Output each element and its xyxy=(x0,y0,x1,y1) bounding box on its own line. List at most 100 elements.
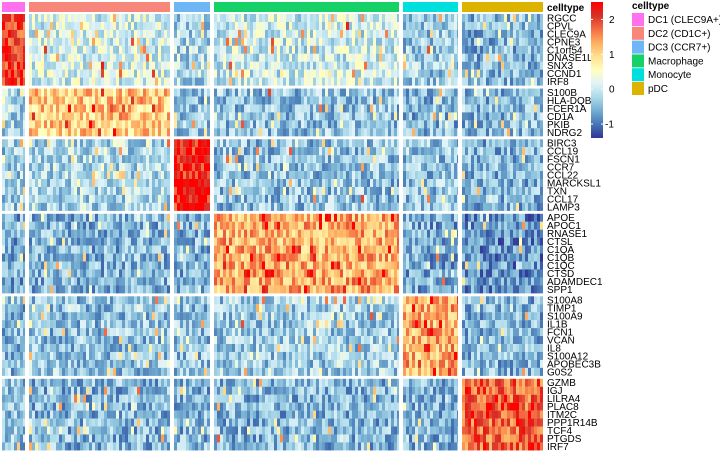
heatmap-cell xyxy=(17,202,20,211)
heatmap-cell xyxy=(519,53,522,62)
heatmap-cell xyxy=(2,61,5,70)
heatmap-cell xyxy=(445,104,448,113)
heatmap-cell xyxy=(217,21,220,30)
heatmap-cell xyxy=(14,128,17,137)
heatmap-cell xyxy=(388,120,391,129)
heatmap-cell xyxy=(319,77,322,86)
heatmap-cell xyxy=(343,14,346,23)
heatmap-cell xyxy=(507,128,510,137)
heatmap-cell xyxy=(355,186,358,195)
heatmap-cell xyxy=(232,163,235,172)
heatmap-cell xyxy=(409,96,412,105)
heatmap-cell xyxy=(89,245,92,254)
heatmap-cell xyxy=(388,128,391,137)
heatmap-cell xyxy=(268,237,271,246)
heatmap-cell xyxy=(540,69,543,78)
heatmap-cell xyxy=(310,221,313,230)
heatmap-cell xyxy=(149,112,152,121)
heatmap-cell xyxy=(307,186,310,195)
heatmap-cell xyxy=(164,179,167,188)
heatmap-cell xyxy=(445,96,448,105)
heatmap-cell xyxy=(519,61,522,70)
heatmap-cell xyxy=(204,213,207,222)
heatmap-cell xyxy=(62,237,65,246)
heatmap-cell xyxy=(445,120,448,129)
heatmap-cell xyxy=(298,237,301,246)
heatmap-cell xyxy=(8,179,11,188)
heatmap-cell xyxy=(268,147,271,156)
heatmap-cell xyxy=(74,14,77,23)
heatmap-cell xyxy=(274,29,277,38)
heatmap-cell xyxy=(415,37,418,46)
heatmap-cell xyxy=(174,179,177,188)
heatmap-cell xyxy=(495,186,498,195)
heatmap-cell xyxy=(195,88,198,97)
heatmap-cell xyxy=(445,163,448,172)
heatmap-cell xyxy=(92,88,95,97)
heatmap-cell xyxy=(180,21,183,30)
heatmap-cell xyxy=(483,96,486,105)
heatmap-cell xyxy=(11,29,14,38)
heatmap-cell xyxy=(409,194,412,203)
heatmap-cell xyxy=(465,128,468,137)
heatmap-cell xyxy=(177,96,180,105)
heatmap-cell xyxy=(214,88,217,97)
heatmap-cell xyxy=(391,96,394,105)
heatmap-cell xyxy=(50,53,53,62)
heatmap-cell xyxy=(56,163,59,172)
heatmap-cell xyxy=(504,77,507,86)
heatmap-cell xyxy=(280,194,283,203)
heatmap-cell xyxy=(510,128,513,137)
heatmap-cell xyxy=(292,128,295,137)
heatmap-cell xyxy=(265,96,268,105)
heatmap-cell xyxy=(355,229,358,238)
heatmap-cell xyxy=(483,213,486,222)
heatmap-cell xyxy=(349,147,352,156)
heatmap-cell xyxy=(352,147,355,156)
heatmap-cell xyxy=(334,61,337,70)
heatmap-cell xyxy=(358,120,361,129)
heatmap-cell xyxy=(65,186,68,195)
heatmap-cell xyxy=(183,186,186,195)
heatmap-cell xyxy=(349,61,352,70)
heatmap-cell xyxy=(244,14,247,23)
heatmap-cell xyxy=(241,29,244,38)
heatmap-cell xyxy=(23,29,25,38)
heatmap-cell xyxy=(62,202,65,211)
heatmap-cell xyxy=(486,155,489,164)
heatmap-cell xyxy=(403,179,406,188)
heatmap-cell xyxy=(268,229,271,238)
heatmap-cell xyxy=(131,139,134,148)
heatmap-cell xyxy=(504,69,507,78)
heatmap-cell xyxy=(56,171,59,180)
heatmap-cell xyxy=(113,104,116,113)
heatmap-cell xyxy=(146,14,149,23)
heatmap-cell xyxy=(177,29,180,38)
heatmap-cell xyxy=(510,96,513,105)
heatmap-cell xyxy=(519,104,522,113)
heatmap-cell xyxy=(113,120,116,129)
heatmap-cell xyxy=(352,120,355,129)
heatmap-cell xyxy=(53,45,56,54)
heatmap-cell xyxy=(510,88,513,97)
heatmap-cell xyxy=(483,202,486,211)
heatmap-cell xyxy=(180,139,183,148)
heatmap-cell xyxy=(217,128,220,137)
heatmap-cell xyxy=(355,29,358,38)
heatmap-cell xyxy=(501,37,504,46)
heatmap-cell xyxy=(161,147,164,156)
heatmap-cell xyxy=(433,139,436,148)
heatmap-cell xyxy=(167,237,170,246)
heatmap-cell xyxy=(244,155,247,164)
heatmap-cell xyxy=(192,88,195,97)
heatmap-cell xyxy=(125,147,128,156)
heatmap-cell xyxy=(83,128,86,137)
heatmap-cell xyxy=(430,104,433,113)
heatmap-cell xyxy=(152,221,155,230)
heatmap-cell xyxy=(128,139,131,148)
heatmap-cell xyxy=(352,128,355,137)
heatmap-cell xyxy=(152,53,155,62)
heatmap-cell xyxy=(367,112,370,121)
heatmap-cell xyxy=(298,14,301,23)
